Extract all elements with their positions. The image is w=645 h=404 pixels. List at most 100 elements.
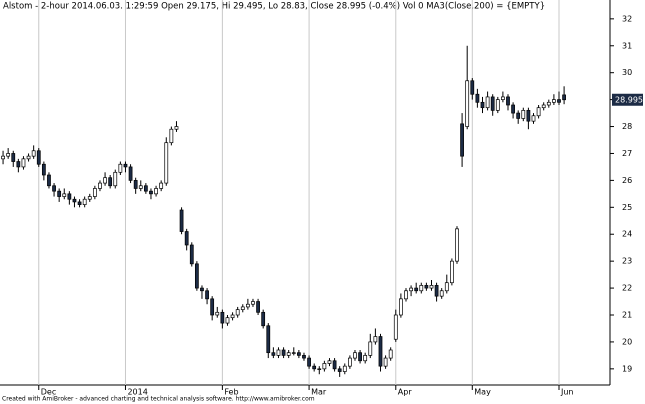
x-tick-label: Apr [398, 388, 413, 397]
candle-body [363, 355, 368, 362]
candle-body [26, 155, 31, 160]
candle-body [291, 352, 296, 354]
candle-body [393, 314, 398, 340]
candle-body [419, 285, 424, 292]
candle-body [480, 101, 485, 109]
candle-body [261, 311, 266, 327]
x-tick-label: Mar [311, 388, 327, 397]
candle-body [123, 163, 128, 168]
y-tick-label: 28 [622, 122, 632, 131]
last-price-box [612, 93, 643, 106]
y-tick-label: 25 [622, 203, 632, 212]
candle-body [399, 298, 403, 316]
candle-body [536, 107, 541, 117]
y-tick-label: 26 [622, 176, 632, 185]
candle-body [353, 352, 357, 359]
candle-body [450, 260, 454, 284]
candle-body [159, 182, 164, 189]
candle-body [383, 357, 388, 367]
candle-body [531, 115, 536, 122]
y-tick-label: 24 [622, 230, 632, 239]
candle-body [516, 112, 521, 119]
y-tick-label: 20 [622, 337, 632, 346]
candle-body [455, 228, 459, 262]
candle-body [557, 99, 561, 103]
candle-body [511, 104, 515, 114]
candle-body [501, 96, 505, 100]
candle-body [429, 285, 434, 289]
candle-body [506, 96, 510, 106]
candle-body [133, 180, 138, 189]
candle-body [342, 365, 347, 372]
candle-body [77, 201, 82, 205]
candle-body [240, 306, 245, 310]
candle-body [47, 174, 51, 187]
candle-body [541, 104, 546, 109]
candle-body [546, 101, 551, 106]
candle-body [562, 94, 566, 101]
candle-body [495, 99, 500, 111]
candle-body [327, 360, 332, 364]
candle-body [312, 365, 317, 370]
candle-body [179, 209, 184, 232]
candle-body [194, 263, 199, 289]
candle-body [317, 368, 322, 370]
candle-body [230, 314, 235, 319]
candle-body [409, 287, 413, 292]
footer: Created with AmiBroker - advanced charti… [2, 396, 315, 403]
candle-body [184, 231, 189, 246]
y-tick-label: 31 [622, 41, 632, 50]
candle-body [337, 368, 342, 372]
candle-body [322, 363, 327, 370]
candle-body [41, 163, 46, 176]
candle-body [67, 193, 72, 200]
candle-body [414, 287, 419, 292]
candle-body [307, 357, 311, 367]
candle-body [36, 150, 41, 165]
candle-body [378, 336, 383, 367]
candle-body [57, 190, 62, 197]
candle-body [6, 153, 11, 157]
y-tick-label: 19 [622, 364, 632, 373]
candle-body [200, 287, 204, 292]
y-tick-label: 32 [622, 14, 632, 23]
candle-body [205, 290, 209, 300]
candle-body [526, 110, 531, 122]
last-price-label: 28.995 [615, 95, 643, 104]
candle-body [266, 325, 271, 354]
candle-body [210, 298, 215, 316]
candle-body [348, 357, 352, 367]
candle-body [368, 341, 373, 356]
candle-body [138, 185, 143, 189]
candle-body [149, 190, 153, 195]
candle-body [82, 198, 87, 205]
candle-body [358, 352, 362, 362]
candle-body [1, 155, 5, 160]
candle-body [281, 349, 286, 356]
candle-body [92, 188, 97, 197]
candle-body [113, 171, 118, 187]
candle-body [215, 311, 220, 316]
candle-body [31, 150, 36, 157]
candle-body [302, 355, 306, 359]
candle-body [552, 99, 556, 103]
candle-body [271, 352, 276, 356]
candle-body [444, 282, 449, 292]
candle-body [11, 153, 16, 162]
candle-body [174, 126, 179, 130]
candle-body [220, 311, 225, 324]
candle-body [164, 142, 169, 184]
candle-body [296, 352, 301, 356]
candle-body [108, 177, 113, 187]
candle-body [424, 285, 429, 289]
candle-body [470, 80, 475, 95]
candle-body [388, 349, 393, 359]
candle-body [251, 301, 255, 305]
candle-body [235, 309, 240, 316]
candle-body [21, 158, 26, 168]
chart-title: Alstom - 2-hour 2014.06.03. 1:29:59 Open… [3, 2, 545, 12]
candle-body [521, 110, 526, 119]
x-tick-label: Jun [560, 388, 574, 397]
